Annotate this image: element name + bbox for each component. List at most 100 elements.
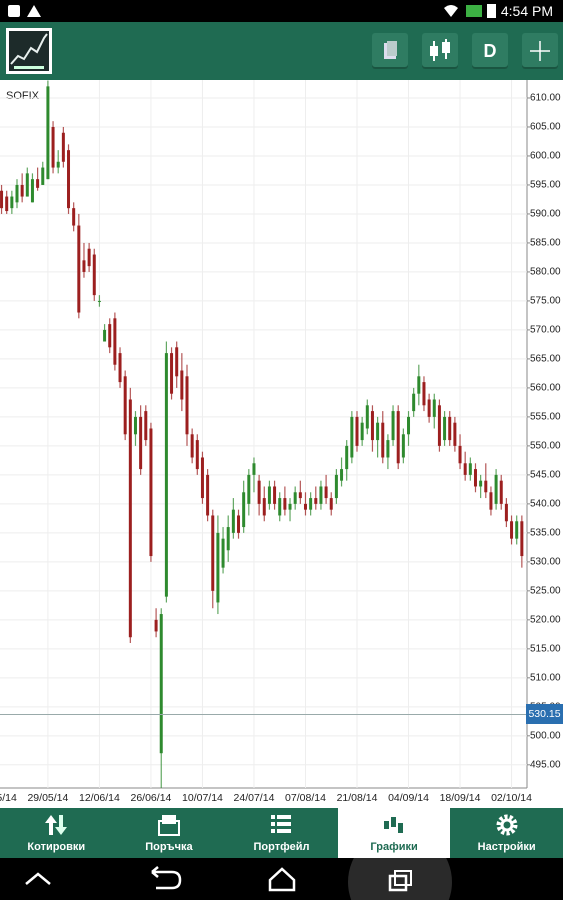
chart-type-button[interactable] (422, 33, 458, 69)
status-bar: 4:54 PM (0, 0, 563, 22)
app-logo[interactable] (6, 28, 52, 74)
y-tick-label: 590.00 (530, 209, 561, 220)
tab-label: Настройки (477, 841, 536, 853)
candle-body (422, 382, 426, 406)
x-tick-label: 18/09/14 (440, 792, 481, 804)
candle-body (67, 150, 71, 209)
y-tick-label: 575.00 (530, 296, 561, 307)
x-tick-label: 21/08/14 (337, 792, 378, 804)
candle-body (334, 474, 338, 499)
candle-body (391, 411, 395, 441)
clock: 4:54 PM (500, 3, 553, 19)
candle-body (298, 492, 302, 499)
last-price-line (0, 714, 527, 715)
status-icons (8, 5, 41, 17)
period-label: D (483, 41, 497, 61)
candle-body (123, 376, 127, 435)
candle-body (252, 463, 256, 475)
candle-body (484, 480, 488, 493)
candle-body (520, 521, 524, 557)
candle-body (417, 376, 421, 394)
candle-body (61, 132, 65, 162)
candle-body (262, 498, 266, 516)
candle-body (504, 503, 508, 522)
candle-body (72, 208, 76, 226)
y-tick-label: 545.00 (530, 470, 561, 481)
candle-body (355, 416, 359, 446)
tab-label: Котировки (27, 841, 86, 853)
y-tick-label: 515.00 (530, 643, 561, 654)
nav-home[interactable] (268, 867, 296, 892)
candle-body (25, 173, 29, 197)
x-tick-label: 02/10/14 (491, 792, 532, 804)
tab-order[interactable]: Поръчка (113, 808, 226, 858)
candle-body (386, 440, 390, 458)
candle-body (360, 422, 364, 441)
y-tick-label: 560.00 (530, 383, 561, 394)
tab-charts[interactable]: Графики (337, 808, 451, 858)
tab-settings[interactable]: Настройки (450, 808, 563, 858)
nav-back[interactable] (151, 866, 182, 890)
candle-body (458, 445, 462, 464)
navigation-bar (0, 830, 563, 905)
nav-buttons (25, 830, 452, 905)
y-tick-label: 525.00 (530, 585, 561, 596)
x-tick-label: 15/05/14 (0, 792, 17, 804)
tab-portfolio[interactable]: Портфейл (225, 808, 338, 858)
candle-body (453, 422, 457, 446)
candle-body (293, 492, 297, 504)
x-tick-label: 12/06/14 (79, 792, 120, 804)
candle-body (407, 416, 411, 435)
candle-body (273, 486, 277, 504)
watchlist-button[interactable] (372, 33, 408, 69)
x-tick-label: 04/09/14 (388, 792, 429, 804)
candle-body (221, 538, 225, 568)
candle-body (329, 498, 333, 510)
y-tick-label: 495.00 (530, 759, 561, 770)
candle-body (82, 260, 86, 272)
candle-body (20, 184, 24, 197)
y-tick-label: 605.00 (530, 122, 561, 133)
candle-body (412, 393, 416, 412)
y-tick-label: 530.00 (530, 556, 561, 567)
y-tick-label: 555.00 (530, 412, 561, 423)
x-tick-label: 26/06/14 (131, 792, 172, 804)
candle-body (175, 347, 179, 377)
candle-body (365, 405, 369, 429)
candle-body (133, 416, 137, 435)
candle-body (494, 474, 498, 504)
candle-body (510, 521, 514, 539)
candle-body (499, 480, 503, 504)
tab-label: Графики (370, 841, 418, 853)
y-tick-label: 595.00 (530, 180, 561, 191)
candle-body (170, 353, 174, 394)
candle-body (97, 300, 101, 302)
y-tick-label: 550.00 (530, 441, 561, 452)
candle-body (149, 428, 153, 557)
candle-body (92, 254, 96, 296)
candle-body (350, 416, 354, 458)
candle-body (437, 405, 441, 446)
period-button[interactable]: D (472, 33, 508, 69)
candle-body (5, 196, 9, 212)
candle-body (237, 515, 241, 533)
candle-body (448, 416, 452, 441)
nav-recents[interactable] (388, 874, 408, 892)
candle-body (345, 445, 349, 470)
candle-body (154, 619, 158, 632)
candle-body (267, 486, 271, 504)
candle-body (180, 370, 184, 400)
candle-body (370, 411, 374, 441)
candle-body (200, 457, 204, 499)
x-tick-label: 29/05/14 (27, 792, 68, 804)
y-tick-label: 570.00 (530, 325, 561, 336)
status-indicators (444, 4, 496, 18)
candle-body (479, 480, 483, 487)
candle-body (226, 527, 230, 551)
tab-quotes[interactable]: Котировки (0, 808, 113, 858)
candle-body (103, 329, 107, 342)
nav-home-up[interactable] (25, 872, 51, 885)
candle-body (489, 492, 493, 510)
crosshair-button[interactable] (522, 33, 558, 69)
